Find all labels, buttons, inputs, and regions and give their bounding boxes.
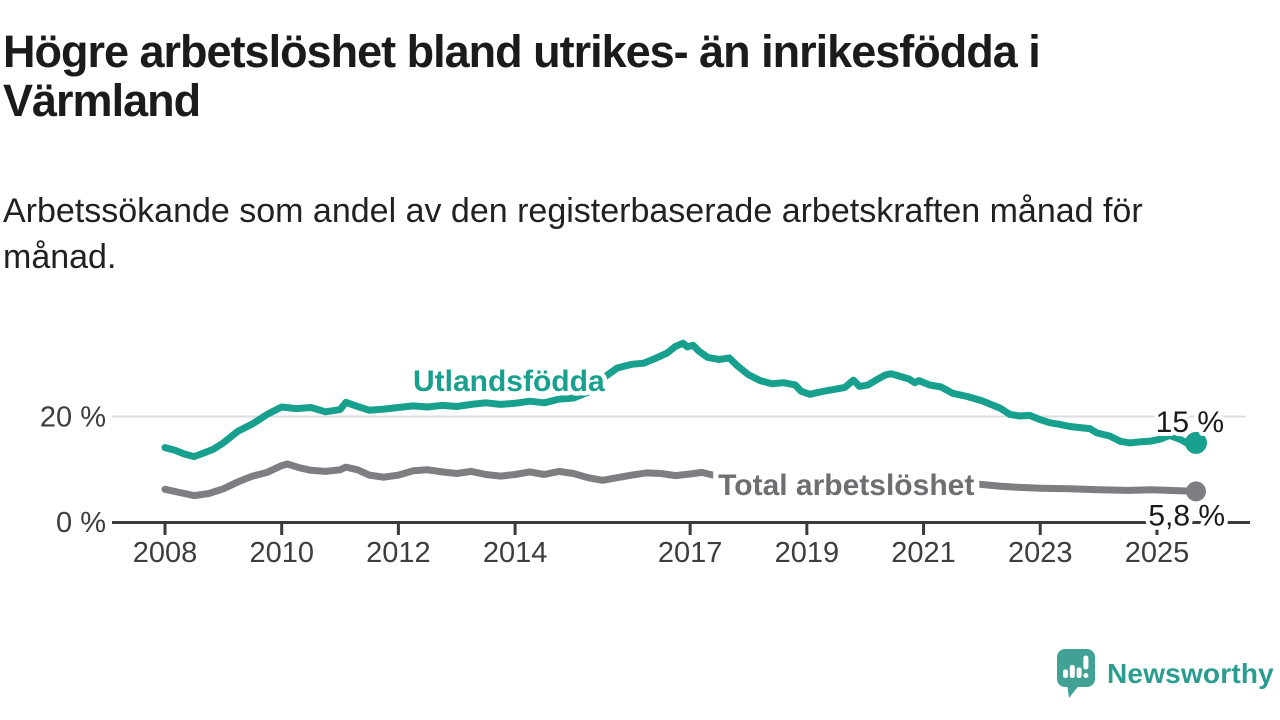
bar-chart-glyph [1063,655,1089,678]
y-tick-label: 0 % [56,507,106,539]
page-title-line1: Högre arbetslöshet bland utrikes- än inr… [3,26,1041,77]
bubble-tail [1067,684,1080,698]
x-tick-label-2014: 2014 [483,537,548,569]
x-tick-label-2019: 2019 [775,537,840,569]
x-tick-label-2021: 2021 [891,537,956,569]
x-tick-label-2025: 2025 [1125,537,1190,569]
x-tick-label-2012: 2012 [366,537,431,569]
series-end-label-total: 5,8 % [1148,499,1225,532]
page-title-line2: Värmland [3,75,201,126]
page-subtitle-line2: månad. [3,238,117,276]
series-line-utlandsfodda [161,339,1200,461]
x-tick-label-2008: 2008 [133,537,198,569]
series-end-dot-total [1186,481,1206,502]
bubble-shape [1057,649,1095,687]
series-label-utlandsfodda: Utlandsfödda [413,365,605,398]
newsworthy-chart-bubble-icon [1057,649,1095,698]
x-tick-label-2023: 2023 [1008,537,1073,569]
y-tick-label: 20 % [40,402,106,434]
series-end-dot-utlandsfodda [1185,431,1207,454]
page-subtitle: Arbetssökande som andel av den registerb… [3,188,1143,280]
series-label-total: Total arbetslöshet [718,469,974,502]
page-subtitle-line1: Arbetssökande som andel av den registerb… [3,192,1143,230]
page-title: Högre arbetslöshet bland utrikes- än inr… [3,26,1041,126]
newsworthy-wordmark: Newsworthy [1107,658,1274,689]
series-line-total [161,460,1200,500]
x-tick-label-2010: 2010 [249,537,314,569]
series-end-label-utlandsfodda: 15 % [1156,406,1224,439]
newsworthy-logo: Newsworthy [1056,648,1274,700]
series-label-underlay-total [713,466,980,506]
x-tick-label-2017: 2017 [658,537,723,569]
